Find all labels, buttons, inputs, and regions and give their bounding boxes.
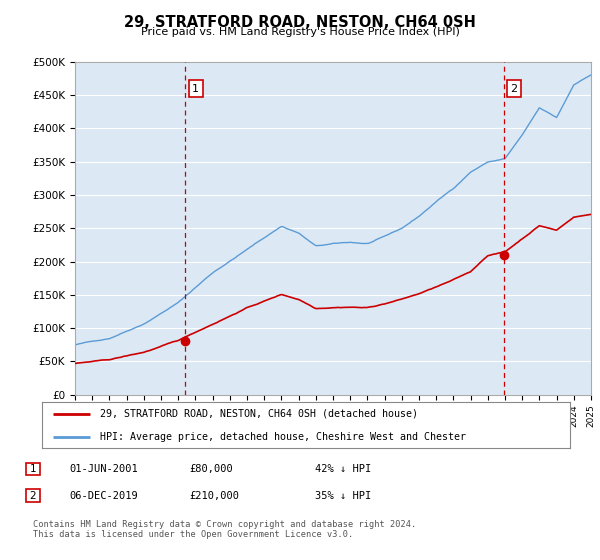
Text: 42% ↓ HPI: 42% ↓ HPI	[315, 464, 371, 474]
Text: 29, STRATFORD ROAD, NESTON, CH64 0SH: 29, STRATFORD ROAD, NESTON, CH64 0SH	[124, 15, 476, 30]
Text: 2: 2	[511, 83, 518, 94]
Text: £80,000: £80,000	[189, 464, 233, 474]
Text: HPI: Average price, detached house, Cheshire West and Chester: HPI: Average price, detached house, Ches…	[100, 432, 466, 441]
Text: Contains HM Land Registry data © Crown copyright and database right 2024.
This d: Contains HM Land Registry data © Crown c…	[33, 520, 416, 539]
Text: 01-JUN-2001: 01-JUN-2001	[69, 464, 138, 474]
Text: 29, STRATFORD ROAD, NESTON, CH64 0SH (detached house): 29, STRATFORD ROAD, NESTON, CH64 0SH (de…	[100, 409, 418, 418]
Text: Price paid vs. HM Land Registry's House Price Index (HPI): Price paid vs. HM Land Registry's House …	[140, 27, 460, 37]
Text: £210,000: £210,000	[189, 491, 239, 501]
Text: 1: 1	[193, 83, 199, 94]
Text: 1: 1	[29, 464, 37, 474]
Text: 06-DEC-2019: 06-DEC-2019	[69, 491, 138, 501]
Text: 35% ↓ HPI: 35% ↓ HPI	[315, 491, 371, 501]
Text: 2: 2	[29, 491, 37, 501]
